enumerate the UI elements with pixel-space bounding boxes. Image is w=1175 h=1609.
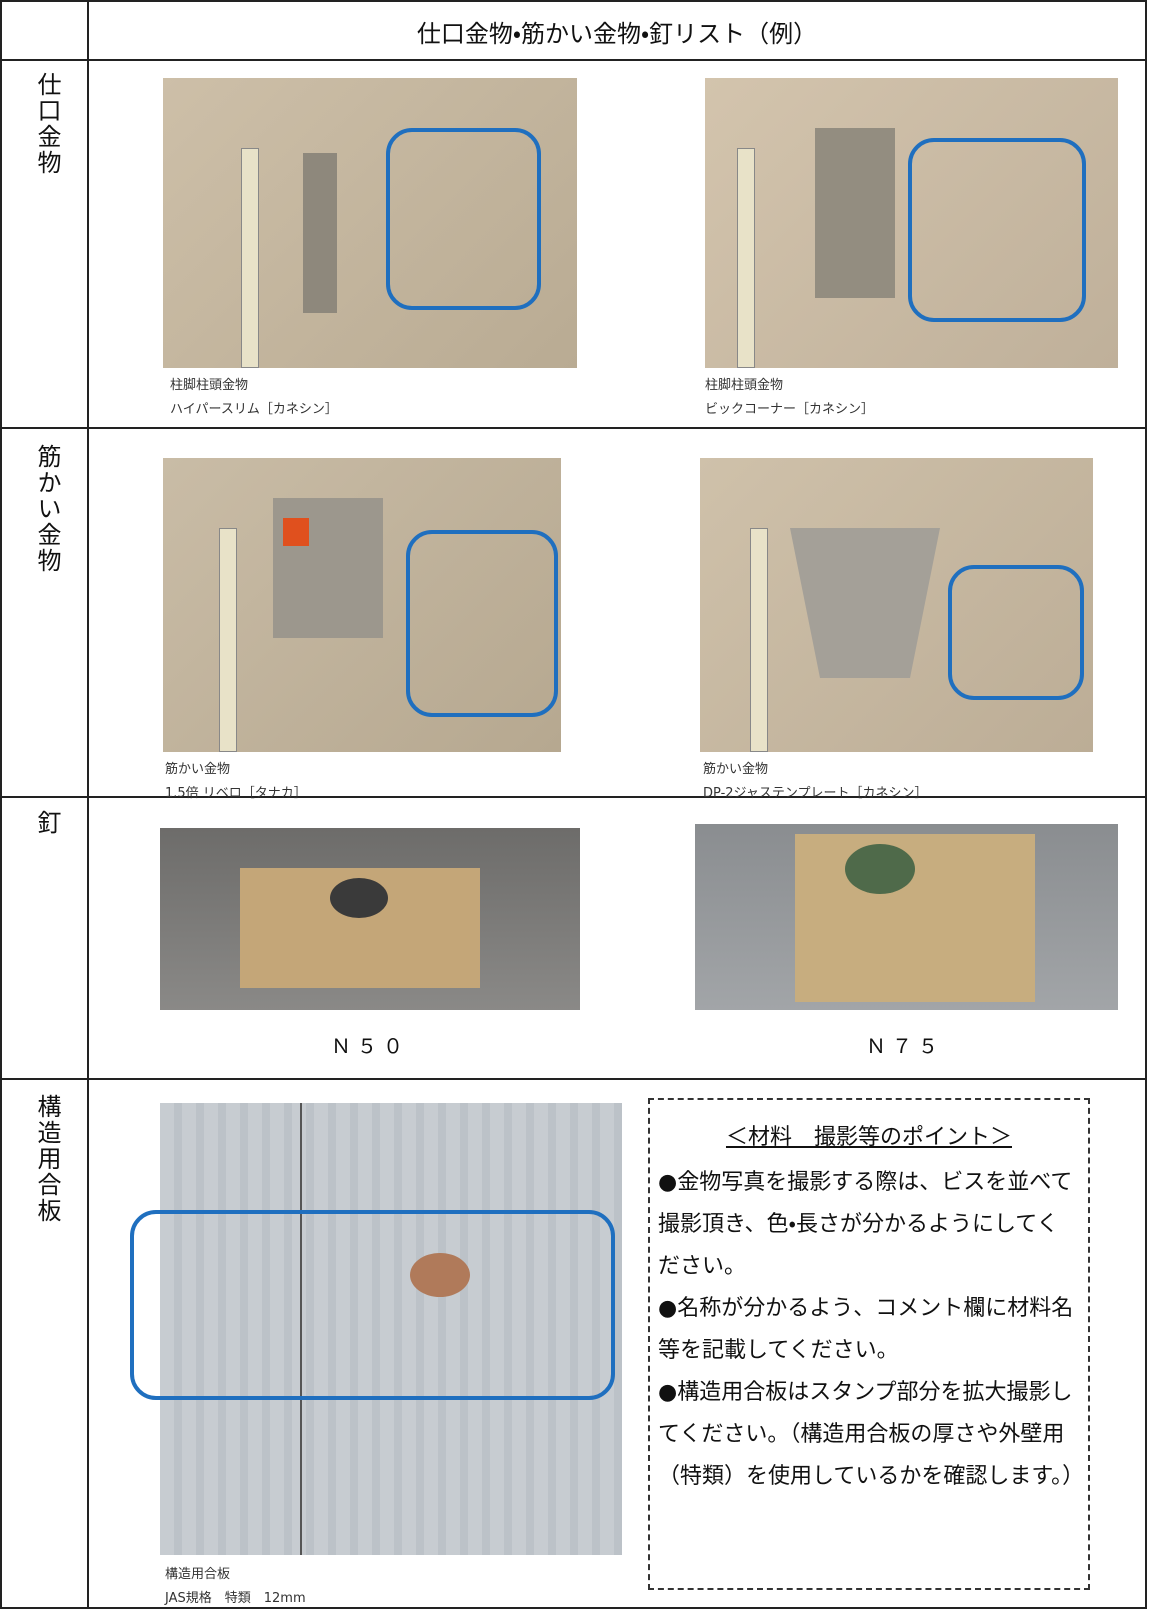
photo bbox=[163, 458, 561, 752]
highlight bbox=[406, 530, 558, 717]
label-sticker bbox=[283, 518, 309, 546]
note-title: ＜材料 撮影等のポイント＞ bbox=[725, 1125, 1012, 1150]
table-border bbox=[1145, 0, 1147, 1609]
caption: 構造用合板 bbox=[165, 1567, 231, 1582]
caption: ハイパースリム［カネシン］ bbox=[170, 402, 338, 417]
tape-measure bbox=[737, 148, 755, 368]
note-item: ●金物写真を撮影する際は、ビスを並べて撮影頂き、色・長さが分かるようにしてくださ… bbox=[658, 1170, 1073, 1279]
table-title: 仕口金物・筋かい金物・釘リスト（例） bbox=[416, 20, 818, 48]
box bbox=[795, 834, 1035, 1002]
caption: Ｎ５０ bbox=[331, 1034, 409, 1058]
note-item: ●名称が分かるよう、コメント欄に材料名等を記載してください。 bbox=[658, 1296, 1074, 1363]
note-box: ＜材料 撮影等のポイント＞ ●金物写真を撮影する際は、ビスを並べて撮影頂き、色・… bbox=[648, 1098, 1090, 1590]
table-border bbox=[0, 59, 1147, 61]
nail-coil bbox=[330, 878, 388, 918]
caption: 柱脚柱頭金物 bbox=[170, 378, 249, 393]
tape-measure bbox=[219, 528, 237, 752]
table-border bbox=[0, 1607, 1147, 1609]
photo bbox=[695, 824, 1118, 1010]
caption: JAS規格 特類 12mm bbox=[165, 1591, 306, 1606]
row-label: 構造用合板 bbox=[33, 1094, 61, 1224]
caption: DP-2ジャステンプレート［カネシン］ bbox=[703, 786, 928, 801]
highlight bbox=[130, 1210, 615, 1400]
caption: ビックコーナー［カネシン］ bbox=[705, 402, 875, 417]
row-label: 仕口金物 bbox=[33, 72, 61, 176]
photo bbox=[163, 78, 577, 368]
highlight bbox=[908, 138, 1086, 322]
hardware bbox=[815, 128, 895, 298]
hardware bbox=[303, 153, 337, 313]
highlight bbox=[948, 565, 1084, 700]
nail-coil bbox=[845, 844, 915, 894]
table-border bbox=[0, 796, 1147, 798]
table-border bbox=[0, 427, 1147, 429]
photo bbox=[700, 458, 1093, 752]
row-label: 釘 bbox=[33, 810, 61, 836]
table-border bbox=[0, 0, 1147, 2]
row-label: 筋かい金物 bbox=[33, 444, 61, 574]
table-border bbox=[0, 0, 2, 1609]
tape-measure bbox=[241, 148, 259, 368]
crack bbox=[300, 1103, 302, 1555]
hardware bbox=[790, 528, 940, 678]
knot bbox=[410, 1253, 470, 1297]
photo bbox=[160, 828, 580, 1010]
table-border bbox=[87, 0, 89, 1609]
caption: 柱脚柱頭金物 bbox=[705, 378, 784, 393]
caption: 筋かい金物 bbox=[165, 762, 231, 777]
photo bbox=[160, 1103, 622, 1555]
caption: 1.5倍 リベロ［タナカ］ bbox=[165, 786, 307, 801]
table-border bbox=[0, 1078, 1147, 1080]
caption: Ｎ７５ bbox=[866, 1034, 944, 1058]
note-item: ●構造用合板はスタンプ部分を拡大撮影してください。（構造用合板の厚さや外壁用（特… bbox=[658, 1380, 1085, 1489]
tape-measure bbox=[750, 528, 768, 752]
caption: 筋かい金物 bbox=[703, 762, 769, 777]
highlight bbox=[386, 128, 541, 310]
